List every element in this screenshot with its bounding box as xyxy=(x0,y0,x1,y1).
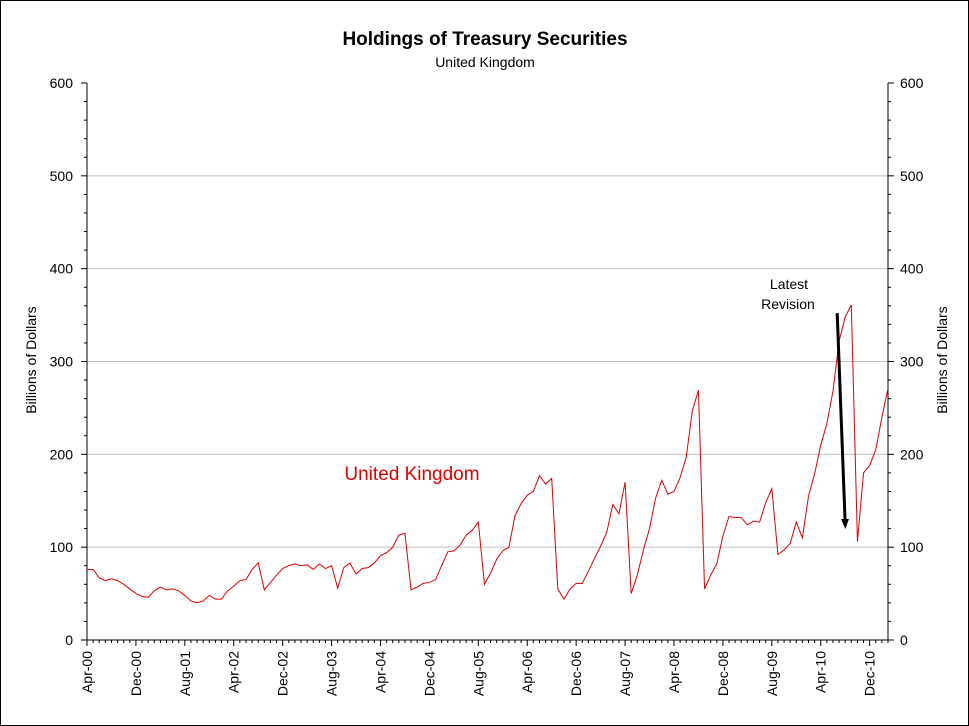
y-axis-left-label: Billions of Dollars xyxy=(23,306,39,413)
y-left-tick-label-500: 500 xyxy=(50,168,74,184)
x-tick-label-dec-00: Dec-00 xyxy=(128,651,144,696)
y-axis-left-ticks: 0 100 200 300 400 500 600 xyxy=(50,75,87,648)
x-tick-label-aug-07: Aug-07 xyxy=(617,651,633,696)
y-left-tick-label-0: 0 xyxy=(65,632,73,648)
x-tick-label-apr-06: Apr-06 xyxy=(519,651,535,693)
y-axis-right-label: Billions of Dollars xyxy=(934,306,950,413)
gridlines xyxy=(87,175,888,548)
series-line-united-kingdom xyxy=(87,304,889,604)
series-label-united-kingdom: United Kingdom xyxy=(344,464,479,485)
x-tick-label-apr-02: Apr-02 xyxy=(226,651,242,693)
x-tick-label-apr-08: Apr-08 xyxy=(666,651,682,693)
y-left-tick-label-100: 100 xyxy=(50,539,74,555)
latest-revision-annotation: Latest Revision xyxy=(761,276,850,529)
x-axis-ticks: Apr-00 Dec-00 Aug-01 Apr-02 Dec-02 Aug-03 Apr-… xyxy=(79,640,889,696)
x-tick-label-apr-04: Apr-04 xyxy=(372,651,388,693)
y-right-tick-label-100: 100 xyxy=(900,539,924,555)
y-left-tick-label-300: 300 xyxy=(50,354,74,370)
x-tick-label-apr-10: Apr-10 xyxy=(813,651,829,693)
y-right-tick-label-200: 200 xyxy=(900,446,924,462)
y-right-tick-label-600: 600 xyxy=(900,75,924,91)
x-tick-label-dec-08: Dec-08 xyxy=(715,651,731,696)
y-axis-right-ticks: 0 100 200 300 400 500 600 xyxy=(888,75,924,648)
y-right-tick-label-500: 500 xyxy=(900,168,924,184)
x-tick-label-aug-01: Aug-01 xyxy=(177,651,193,696)
y-left-tick-label-200: 200 xyxy=(50,446,74,462)
x-tick-label-aug-05: Aug-05 xyxy=(470,651,486,696)
annotation-line-1: Latest xyxy=(770,276,808,292)
x-tick-label-aug-03: Aug-03 xyxy=(324,651,340,696)
x-tick-label-apr-00: Apr-00 xyxy=(79,651,95,693)
y-left-tick-label-600: 600 xyxy=(50,75,74,91)
x-tick-label-aug-09: Aug-09 xyxy=(764,651,780,696)
y-right-tick-label-300: 300 xyxy=(900,354,924,370)
annotation-line-2: Revision xyxy=(761,296,815,312)
x-tick-label-dec-06: Dec-06 xyxy=(568,651,584,696)
x-tick-label-dec-02: Dec-02 xyxy=(275,651,291,696)
annotation-arrow xyxy=(835,313,850,529)
y-right-tick-label-400: 400 xyxy=(900,261,924,277)
chart-subtitle: United Kingdom xyxy=(435,54,535,70)
y-right-tick-label-0: 0 xyxy=(900,632,908,648)
y-left-tick-label-400: 400 xyxy=(50,261,74,277)
chart-title: Holdings of Treasury Securities xyxy=(342,29,627,50)
x-tick-label-dec-10: Dec-10 xyxy=(862,651,878,696)
x-tick-label-dec-04: Dec-04 xyxy=(421,651,437,696)
